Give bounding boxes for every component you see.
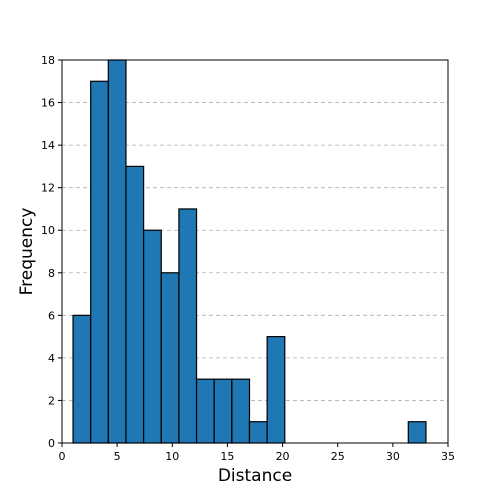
histogram-bar-1 <box>90 80 109 444</box>
y-axis-label: Frequency <box>17 208 37 296</box>
x-axis-label: Distance <box>218 466 292 486</box>
x-tick-label-20: 20 <box>276 450 290 463</box>
y-tick-label-12: 12 <box>41 182 55 195</box>
histogram-bar-7 <box>195 378 215 444</box>
plot-frame <box>61 59 449 444</box>
y-tick-label-18: 18 <box>41 54 55 67</box>
x-tick-label-15: 15 <box>220 450 234 463</box>
histogram-bar-0 <box>72 314 92 444</box>
x-axis: 0 5 10 15 20 25 30 35 <box>59 443 455 463</box>
y-tick-label-2: 2 <box>48 394 55 407</box>
y-tick-label-10: 10 <box>41 224 55 237</box>
y-tick-label-16: 16 <box>41 97 55 110</box>
histogram-bar-5 <box>160 272 180 444</box>
histogram-bars <box>72 59 427 444</box>
histogram-bar-12 <box>407 421 427 444</box>
x-tick-label-5: 5 <box>114 450 121 463</box>
x-tick-label-25: 25 <box>331 450 345 463</box>
y-tick-label-0: 0 <box>48 437 55 450</box>
x-tick-label-35: 35 <box>441 450 455 463</box>
histogram-bar-9 <box>231 378 251 444</box>
histogram-bar-3 <box>125 165 145 444</box>
histogram-bar-2 <box>107 59 127 444</box>
y-tick-label-4: 4 <box>48 352 55 365</box>
x-tick-label-0: 0 <box>59 450 66 463</box>
y-tick-label-6: 6 <box>48 309 55 322</box>
x-tick-label-10: 10 <box>165 450 179 463</box>
histogram-bar-6 <box>178 208 198 444</box>
histogram-bar-11 <box>266 336 286 444</box>
y-tick-label-14: 14 <box>41 139 55 152</box>
histogram-bar-10 <box>248 421 268 444</box>
y-tick-label-8: 8 <box>48 267 55 280</box>
x-tick-label-30: 30 <box>386 450 400 463</box>
histogram-bar-4 <box>143 229 162 444</box>
histogram-bar-8 <box>213 378 233 444</box>
y-axis: 0 2 4 6 8 10 12 14 16 18 <box>41 54 62 450</box>
